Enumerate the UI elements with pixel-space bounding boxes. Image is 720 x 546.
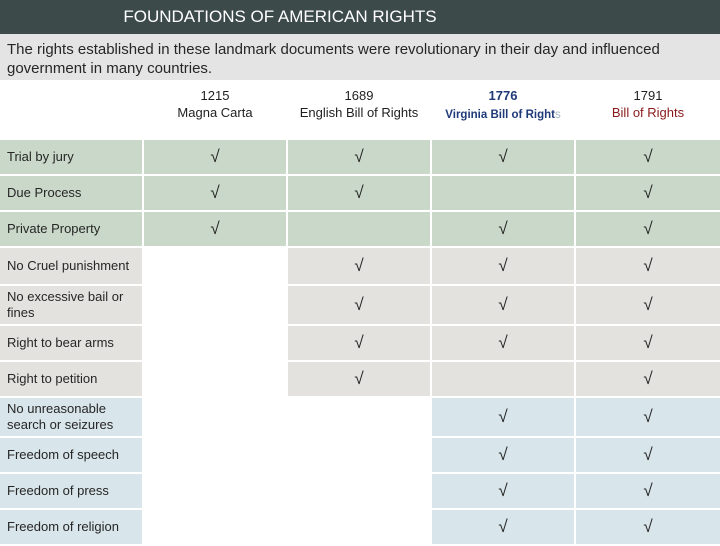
page-title: FOUNDATIONS OF AMERICAN RIGHTS [123, 7, 437, 26]
table-row: Right to bear arms √ √ √ [0, 326, 720, 362]
column-header-virginia-bill-of-rights: 1776 Virginia Bill of Rights [432, 80, 576, 140]
table-row: Freedom of religion √ √ [0, 510, 720, 546]
header-row: 1215 Magna Carta 1689 English Bill of Ri… [0, 80, 720, 140]
row-label: No unreasonable search or seizures [0, 398, 144, 438]
empty-cell [288, 474, 432, 510]
column-year: 1689 [344, 88, 374, 103]
row-label: Private Property [0, 212, 144, 248]
check-mark: √ [432, 248, 576, 286]
row-label: Right to petition [0, 362, 144, 398]
check-mark: √ [432, 474, 576, 510]
check-mark: √ [432, 438, 576, 474]
empty-cell [144, 248, 288, 286]
empty-cell [432, 176, 576, 212]
empty-cell [144, 398, 288, 438]
title-bar: FOUNDATIONS OF AMERICAN RIGHTS [0, 0, 720, 34]
check-mark: √ [432, 140, 576, 176]
check-mark: √ [144, 176, 288, 212]
table-row: Due Process √ √ √ [0, 176, 720, 212]
check-mark: √ [288, 286, 432, 326]
check-mark: √ [432, 398, 576, 438]
column-name: English Bill of Rights [299, 105, 419, 120]
check-mark: √ [576, 176, 720, 212]
row-label: Due Process [0, 176, 144, 212]
column-header-magna-carta: 1215 Magna Carta [144, 80, 288, 140]
table-row: No Cruel punishment √ √ √ [0, 248, 720, 286]
header-corner [0, 80, 144, 140]
empty-cell [144, 362, 288, 398]
empty-cell [144, 510, 288, 546]
column-year: 1215 [200, 88, 230, 103]
check-mark: √ [288, 176, 432, 212]
check-mark: √ [144, 140, 288, 176]
row-label: Right to bear arms [0, 326, 144, 362]
column-header-english-bill-of-rights: 1689 English Bill of Rights [288, 80, 432, 140]
check-mark: √ [576, 212, 720, 248]
row-label: Freedom of press [0, 474, 144, 510]
empty-cell [144, 474, 288, 510]
check-mark: √ [432, 286, 576, 326]
check-mark: √ [288, 362, 432, 398]
empty-cell [288, 438, 432, 474]
check-mark: √ [576, 286, 720, 326]
column-year: 1776 [488, 88, 518, 103]
row-label: Freedom of religion [0, 510, 144, 546]
column-year: 1791 [633, 88, 663, 103]
check-mark: √ [288, 326, 432, 362]
check-mark: √ [576, 474, 720, 510]
empty-cell [288, 510, 432, 546]
check-mark: √ [576, 140, 720, 176]
column-name: Bill of Rights [611, 105, 685, 120]
check-mark: √ [576, 248, 720, 286]
row-label: No excessive bail or fines [0, 286, 144, 326]
empty-cell [288, 212, 432, 248]
check-mark: √ [432, 326, 576, 362]
table-row: Freedom of speech √ √ [0, 438, 720, 474]
table-row: Trial by jury √ √ √ √ [0, 140, 720, 176]
intro-text: The rights established in these landmark… [0, 34, 720, 80]
check-mark: √ [576, 398, 720, 438]
empty-cell [144, 286, 288, 326]
row-label: Trial by jury [0, 140, 144, 176]
empty-cell [144, 438, 288, 474]
row-label: Freedom of speech [0, 438, 144, 474]
rights-table: 1215 Magna Carta 1689 English Bill of Ri… [0, 80, 720, 546]
check-mark: √ [288, 248, 432, 286]
check-mark: √ [576, 362, 720, 398]
table-row: Freedom of press √ √ [0, 474, 720, 510]
empty-cell [288, 398, 432, 438]
check-mark: √ [576, 326, 720, 362]
column-header-bill-of-rights: 1791 Bill of Rights [576, 80, 720, 140]
row-label: No Cruel punishment [0, 248, 144, 286]
table-row: Private Property √ √ √ [0, 212, 720, 248]
table-row: No unreasonable search or seizures √ √ [0, 398, 720, 438]
check-mark: √ [288, 140, 432, 176]
check-mark: √ [576, 510, 720, 546]
check-mark: √ [144, 212, 288, 248]
table-row: Right to petition √ √ [0, 362, 720, 398]
empty-cell [432, 362, 576, 398]
table-row: No excessive bail or fines √ √ √ [0, 286, 720, 326]
check-mark: √ [576, 438, 720, 474]
check-mark: √ [432, 212, 576, 248]
empty-cell [144, 326, 288, 362]
check-mark: √ [432, 510, 576, 546]
column-name: Magna Carta [177, 105, 253, 120]
column-name: Virginia Bill of Rights [445, 109, 561, 121]
